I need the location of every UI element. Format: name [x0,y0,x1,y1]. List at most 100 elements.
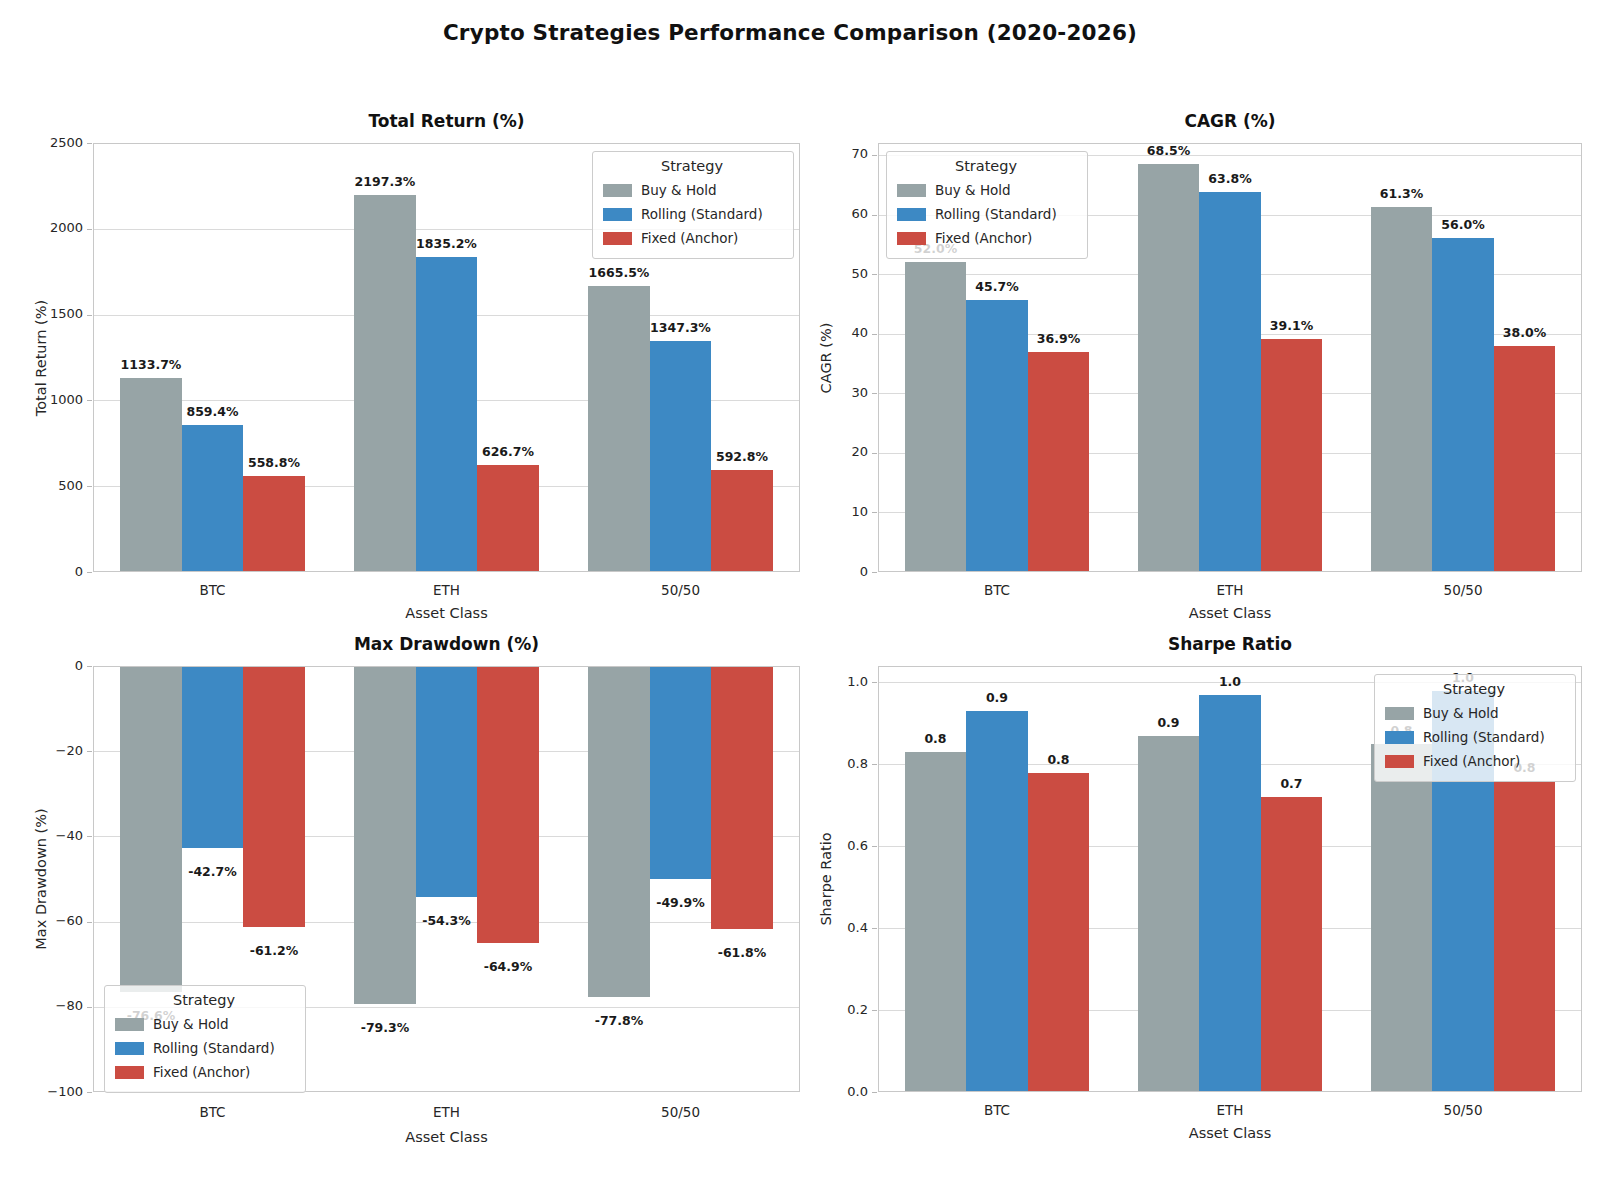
legend-item-label: Rolling (Standard) [641,206,763,222]
xtick-label-ETH: ETH [1170,1102,1290,1118]
bar-value-label: 45.7% [942,279,1052,294]
legend-item-label: Buy & Hold [153,1016,229,1032]
bar-total-return-BTC-s1 [182,425,244,573]
bar-max-drawdown-5050-s2 [711,666,773,929]
legend-item-label: Rolling (Standard) [935,206,1057,222]
legend-item-label: Rolling (Standard) [153,1040,275,1056]
legend-item-label: Buy & Hold [1423,705,1499,721]
bar-value-label: 0.9 [942,690,1052,705]
bar-cagr-ETH-s1 [1199,192,1261,572]
bar-cagr-ETH-s0 [1138,164,1200,572]
ytick-label: 1.0 [798,674,868,689]
legend-item-label: Rolling (Standard) [1423,729,1545,745]
bar-value-label: 859.4% [158,404,268,419]
legend: Strategy Buy & Hold Rolling (Standard) Fixe… [1374,674,1576,782]
legend-swatch-icon [603,232,632,245]
bar-sharpe-ratio-5050-s0 [1371,744,1433,1092]
chart-title-sharpe-ratio: Sharpe Ratio [1030,634,1430,654]
y-axis-label: Sharpe Ratio [818,832,834,925]
bar-value-label: 36.9% [1004,331,1114,346]
bar-value-label: 1.0 [1175,674,1285,689]
ytick-label: 0.8 [798,756,868,771]
bar-cagr-5050-s1 [1432,238,1494,572]
legend-swatch-icon [603,184,632,197]
bar-total-return-ETH-s0 [354,195,416,572]
legend: Strategy Buy & Hold Rolling (Standard) Fixe… [104,985,306,1093]
legend-swatch-icon [115,1042,144,1055]
legend-item-label: Buy & Hold [935,182,1011,198]
legend-item: Buy & Hold [897,178,1075,202]
bar-max-drawdown-BTC-s1 [182,666,244,848]
figure: Crypto Strategies Performance Comparison… [0,0,1600,1200]
bar-value-label: 63.8% [1175,171,1285,186]
legend-swatch-icon [897,208,926,221]
legend-item-label: Fixed (Anchor) [935,230,1032,246]
bar-max-drawdown-ETH-s1 [416,666,478,897]
bar-value-label: 1133.7% [96,357,206,372]
bar-total-return-ETH-s1 [416,257,478,572]
bar-max-drawdown-ETH-s0 [354,666,416,1004]
bar-cagr-BTC-s0 [905,262,967,572]
legend-swatch-icon [1385,707,1414,720]
xtick-label-5050: 50/50 [1403,1102,1523,1118]
bar-cagr-5050-s2 [1494,346,1556,572]
bar-cagr-5050-s0 [1371,207,1433,572]
legend-swatch-icon [897,232,926,245]
bar-sharpe-ratio-ETH-s2 [1261,797,1323,1092]
bar-value-label: 626.7% [453,444,563,459]
bar-value-label: 0.7 [1237,776,1347,791]
ytick-label: 0.2 [798,1002,868,1017]
legend: Strategy Buy & Hold Rolling (Standard) Fixe… [886,151,1088,259]
bar-value-label: 0.8 [1004,752,1114,767]
legend-swatch-icon [897,184,926,197]
bar-value-label: -42.7% [158,864,268,879]
bar-value-label: 56.0% [1408,217,1518,232]
bar-sharpe-ratio-5050-s2 [1494,781,1556,1092]
bar-value-label: 39.1% [1237,318,1347,333]
bar-value-label: 38.0% [1470,325,1580,340]
ytick-mark [872,1010,877,1011]
legend-item-label: Buy & Hold [641,182,717,198]
bar-max-drawdown-5050-s1 [650,666,712,879]
legend-item: Fixed (Anchor) [115,1060,293,1084]
bar-cagr-ETH-s2 [1261,339,1323,572]
legend-swatch-icon [603,208,632,221]
bar-value-label: -61.8% [687,945,797,960]
legend-swatch-icon [1385,755,1414,768]
bar-cagr-BTC-s2 [1028,352,1090,572]
legend-item: Buy & Hold [603,178,781,202]
bar-value-label: 2197.3% [330,174,440,189]
ytick-mark [872,846,877,847]
legend-title: Strategy [897,158,1075,174]
bar-sharpe-ratio-BTC-s2 [1028,773,1090,1093]
legend-item: Rolling (Standard) [1385,725,1563,749]
x-axis-label: Asset Class [1080,1125,1380,1141]
legend-item: Rolling (Standard) [897,202,1075,226]
bar-value-label: 68.5% [1114,143,1224,158]
legend-item: Buy & Hold [1385,701,1563,725]
bar-value-label: 0.9 [1114,715,1224,730]
ytick-mark [872,682,877,683]
ytick-mark [872,764,877,765]
legend: StrategyBuy & HoldRolling (Standard)Fixe… [592,151,794,259]
legend-item: Fixed (Anchor) [603,226,781,250]
bar-max-drawdown-BTC-s2 [243,666,305,927]
legend-swatch-icon [115,1066,144,1079]
ytick-mark [872,1092,877,1093]
bar-total-return-ETH-s2 [477,465,539,573]
legend-item: Fixed (Anchor) [1385,749,1563,773]
legend-title: Strategy [1385,681,1563,697]
bar-value-label: 0.8 [881,731,991,746]
legend-swatch-icon [1385,731,1414,744]
ytick-label: 0.0 [798,1084,868,1099]
legend-title: Strategy [115,992,293,1008]
bar-max-drawdown-5050-s0 [588,666,650,997]
bar-sharpe-ratio-BTC-s1 [966,711,1028,1092]
bar-value-label: 1347.3% [626,320,736,335]
bar-value-label: -64.9% [453,959,563,974]
bar-value-label: -54.3% [392,913,502,928]
bar-max-drawdown-ETH-s2 [477,666,539,943]
xtick-label-BTC: BTC [937,1102,1057,1118]
bar-value-label: -77.8% [564,1013,674,1028]
legend-item-label: Fixed (Anchor) [1423,753,1520,769]
